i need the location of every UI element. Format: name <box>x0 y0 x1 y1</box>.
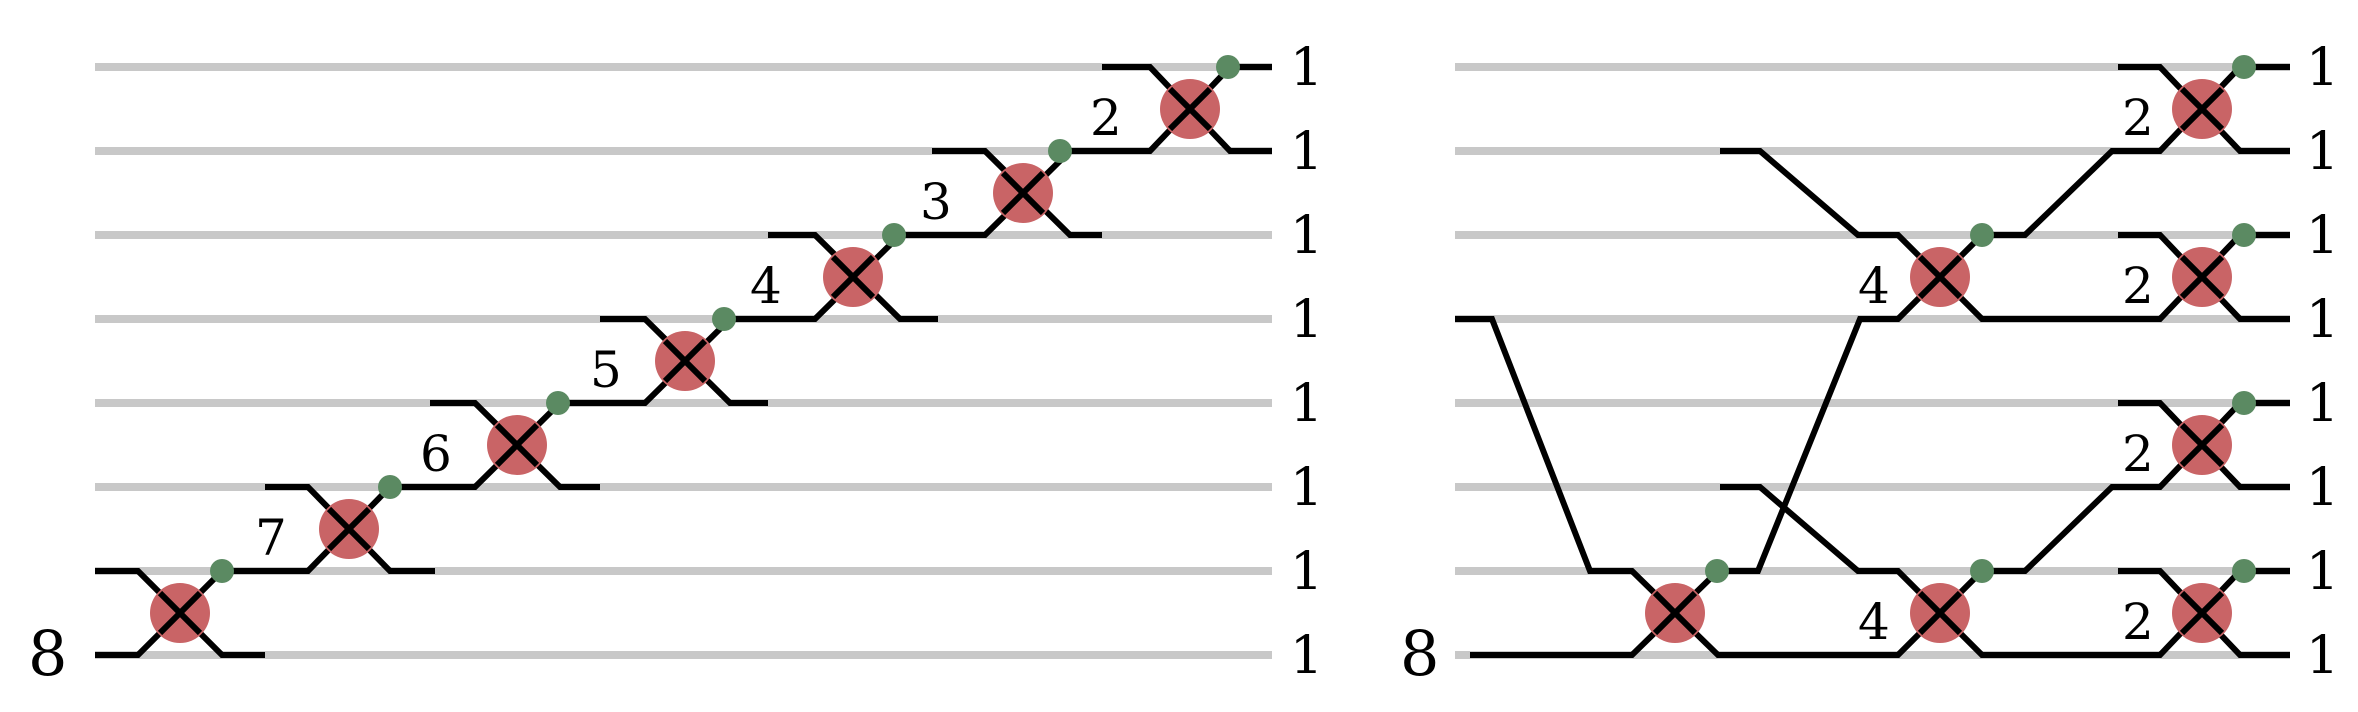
svg-text:1: 1 <box>1290 626 1323 686</box>
left-input-label: 8 <box>28 617 67 690</box>
svg-text:1: 1 <box>1290 458 1323 518</box>
gate-label: 2 <box>2122 425 2154 483</box>
svg-text:1: 1 <box>2306 374 2339 434</box>
svg-text:1: 1 <box>1290 374 1323 434</box>
gate-label: 2 <box>2122 257 2154 315</box>
gate-label: 3 <box>920 173 952 231</box>
svg-text:1: 1 <box>1290 206 1323 266</box>
gate-label: 4 <box>1858 593 1890 651</box>
svg-text:1: 1 <box>2306 458 2339 518</box>
gate <box>2172 247 2232 307</box>
right-gates <box>1645 79 2232 643</box>
right-paths <box>1455 64 2290 658</box>
gate-label: 2 <box>2122 593 2154 651</box>
svg-text:1: 1 <box>2306 542 2339 602</box>
right-lanes <box>1455 63 2290 659</box>
gate <box>319 499 379 559</box>
gate-label: 6 <box>420 425 452 483</box>
right-dots <box>1705 55 2256 583</box>
gate <box>2172 415 2232 475</box>
left-panel: 8 7 6 5 4 3 2 1 1 1 1 1 1 1 1 <box>28 38 1323 690</box>
gate-label: 2 <box>1090 89 1122 147</box>
svg-text:1: 1 <box>2306 290 2339 350</box>
left-gate-labels: 7 6 5 4 3 2 <box>255 89 1122 567</box>
right-panel: 8 4 4 2 2 2 2 1 1 1 1 1 1 1 1 <box>1400 38 2339 690</box>
gate <box>2172 583 2232 643</box>
gate <box>2172 79 2232 139</box>
gate-label: 4 <box>1858 257 1890 315</box>
gate <box>1160 79 1220 139</box>
gate <box>823 247 883 307</box>
gate <box>1910 583 1970 643</box>
gate <box>993 163 1053 223</box>
svg-text:1: 1 <box>2306 38 2339 98</box>
gate <box>150 583 210 643</box>
left-gates <box>150 79 1220 643</box>
gate-label: 7 <box>255 509 287 567</box>
left-output-labels: 1 1 1 1 1 1 1 1 <box>1290 38 1323 686</box>
gate <box>1910 247 1970 307</box>
svg-text:1: 1 <box>2306 122 2339 182</box>
left-dots <box>210 55 1240 583</box>
gate <box>655 331 715 391</box>
svg-text:1: 1 <box>1290 122 1323 182</box>
gate-label: 2 <box>2122 89 2154 147</box>
right-gate-labels: 4 4 2 2 2 2 <box>1858 89 2154 651</box>
right-output-labels: 1 1 1 1 1 1 1 1 <box>2306 38 2339 686</box>
svg-text:1: 1 <box>2306 206 2339 266</box>
gate-label: 5 <box>590 341 622 399</box>
gate-label: 4 <box>750 257 782 315</box>
svg-text:1: 1 <box>1290 542 1323 602</box>
svg-text:1: 1 <box>1290 38 1323 98</box>
gate <box>487 415 547 475</box>
gate <box>1645 583 1705 643</box>
svg-text:1: 1 <box>2306 626 2339 686</box>
right-input-label: 8 <box>1400 617 1439 690</box>
svg-text:1: 1 <box>1290 290 1323 350</box>
